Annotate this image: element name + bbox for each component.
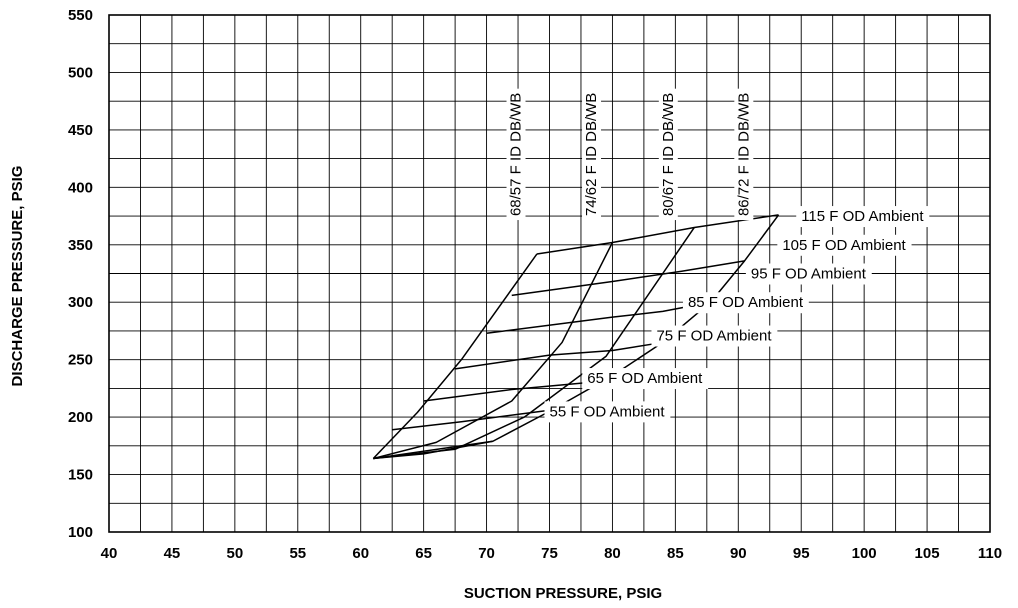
ambient-curve-label: 75 F OD Ambient: [651, 325, 778, 347]
indoor-curve: [373, 227, 695, 460]
ambient-curve-label: 95 F OD Ambient: [745, 263, 872, 285]
y-tick-label: 400: [68, 179, 93, 196]
x-axis-label: SUCTION PRESSURE, PSIG: [464, 585, 662, 602]
indoor-curve-label: 80/67 F ID DB/WB: [658, 88, 678, 221]
indoor-curve: [373, 242, 614, 460]
ambient-curve-label: 105 F OD Ambient: [777, 234, 912, 256]
curves: [372, 214, 780, 460]
x-tick-label: 75: [541, 545, 558, 562]
x-tick-label: 50: [227, 545, 244, 562]
y-tick-label: 550: [68, 7, 93, 24]
svg-text:86/72 F ID DB/WB: 86/72 F ID DB/WB: [735, 93, 752, 216]
x-tick-label: 95: [793, 545, 810, 562]
plot-frame: [108, 14, 991, 533]
x-tick-label: 100: [852, 545, 877, 562]
x-tick-label: 40: [101, 545, 118, 562]
indoor-curve: [373, 214, 780, 460]
indoor-curve: [372, 253, 538, 459]
svg-text:68/57 F ID DB/WB: 68/57 F ID DB/WB: [508, 93, 525, 216]
x-tick-label: 90: [730, 545, 747, 562]
indoor-curve-label: 86/72 F ID DB/WB: [734, 88, 754, 221]
svg-text:55 F OD Ambient: 55 F OD Ambient: [550, 403, 666, 420]
ambient-curve: [511, 260, 745, 297]
svg-text:95 F OD Ambient: 95 F OD Ambient: [751, 266, 867, 283]
y-tick-label: 300: [68, 294, 93, 311]
y-tick-label: 350: [68, 237, 93, 254]
ambient-curve: [536, 214, 779, 255]
svg-text:74/62 F ID DB/WB: 74/62 F ID DB/WB: [583, 93, 600, 216]
svg-text:65 F OD Ambient: 65 F OD Ambient: [587, 370, 703, 387]
y-tick-label: 150: [68, 467, 93, 484]
ambient-curve-label: 115 F OD Ambient: [796, 206, 930, 228]
curve-labels: 115 F OD Ambient 105 F OD Ambient 95 F OD …: [506, 88, 930, 423]
x-tick-label: 55: [289, 545, 306, 562]
svg-text:115 F OD Ambient: 115 F OD Ambient: [801, 208, 924, 225]
svg-text:105 F OD Ambient: 105 F OD Ambient: [782, 237, 906, 254]
svg-text:85 F OD Ambient: 85 F OD Ambient: [688, 294, 804, 311]
x-tick-label: 80: [604, 545, 621, 562]
svg-text:80/67 F ID DB/WB: 80/67 F ID DB/WB: [660, 93, 677, 216]
svg-text:75 F OD Ambient: 75 F OD Ambient: [656, 328, 772, 345]
ambient-curve: [392, 409, 550, 431]
ambient-curve-label: 65 F OD Ambient: [582, 368, 709, 390]
y-tick-label: 100: [68, 524, 93, 541]
x-tick-label: 60: [352, 545, 369, 562]
tick-labels: 40 45 50 55 60 65 70 75 80 85 90 95 100 105 110 550 500 4…: [68, 7, 1002, 562]
x-tick-label: 105: [915, 545, 940, 562]
y-tick-label: 200: [68, 409, 93, 426]
y-axis-label: DISCHARGE PRESSURE, PSIG: [9, 166, 26, 387]
x-tick-label: 45: [164, 545, 181, 562]
ambient-curve-label: 85 F OD Ambient: [682, 292, 809, 314]
y-tick-label: 500: [68, 64, 93, 81]
ambient-curve-label: 55 F OD Ambient: [544, 401, 671, 423]
x-tick-label: 65: [415, 545, 432, 562]
y-tick-label: 250: [68, 352, 93, 369]
x-tick-label: 85: [667, 545, 684, 562]
y-tick-label: 450: [68, 122, 93, 139]
indoor-curve-label: 68/57 F ID DB/WB: [506, 88, 526, 221]
x-tick-label: 110: [978, 545, 1002, 562]
x-tick-label: 70: [478, 545, 495, 562]
indoor-curve-label: 74/62 F ID DB/WB: [582, 88, 602, 221]
ambient-curve: [454, 341, 663, 370]
